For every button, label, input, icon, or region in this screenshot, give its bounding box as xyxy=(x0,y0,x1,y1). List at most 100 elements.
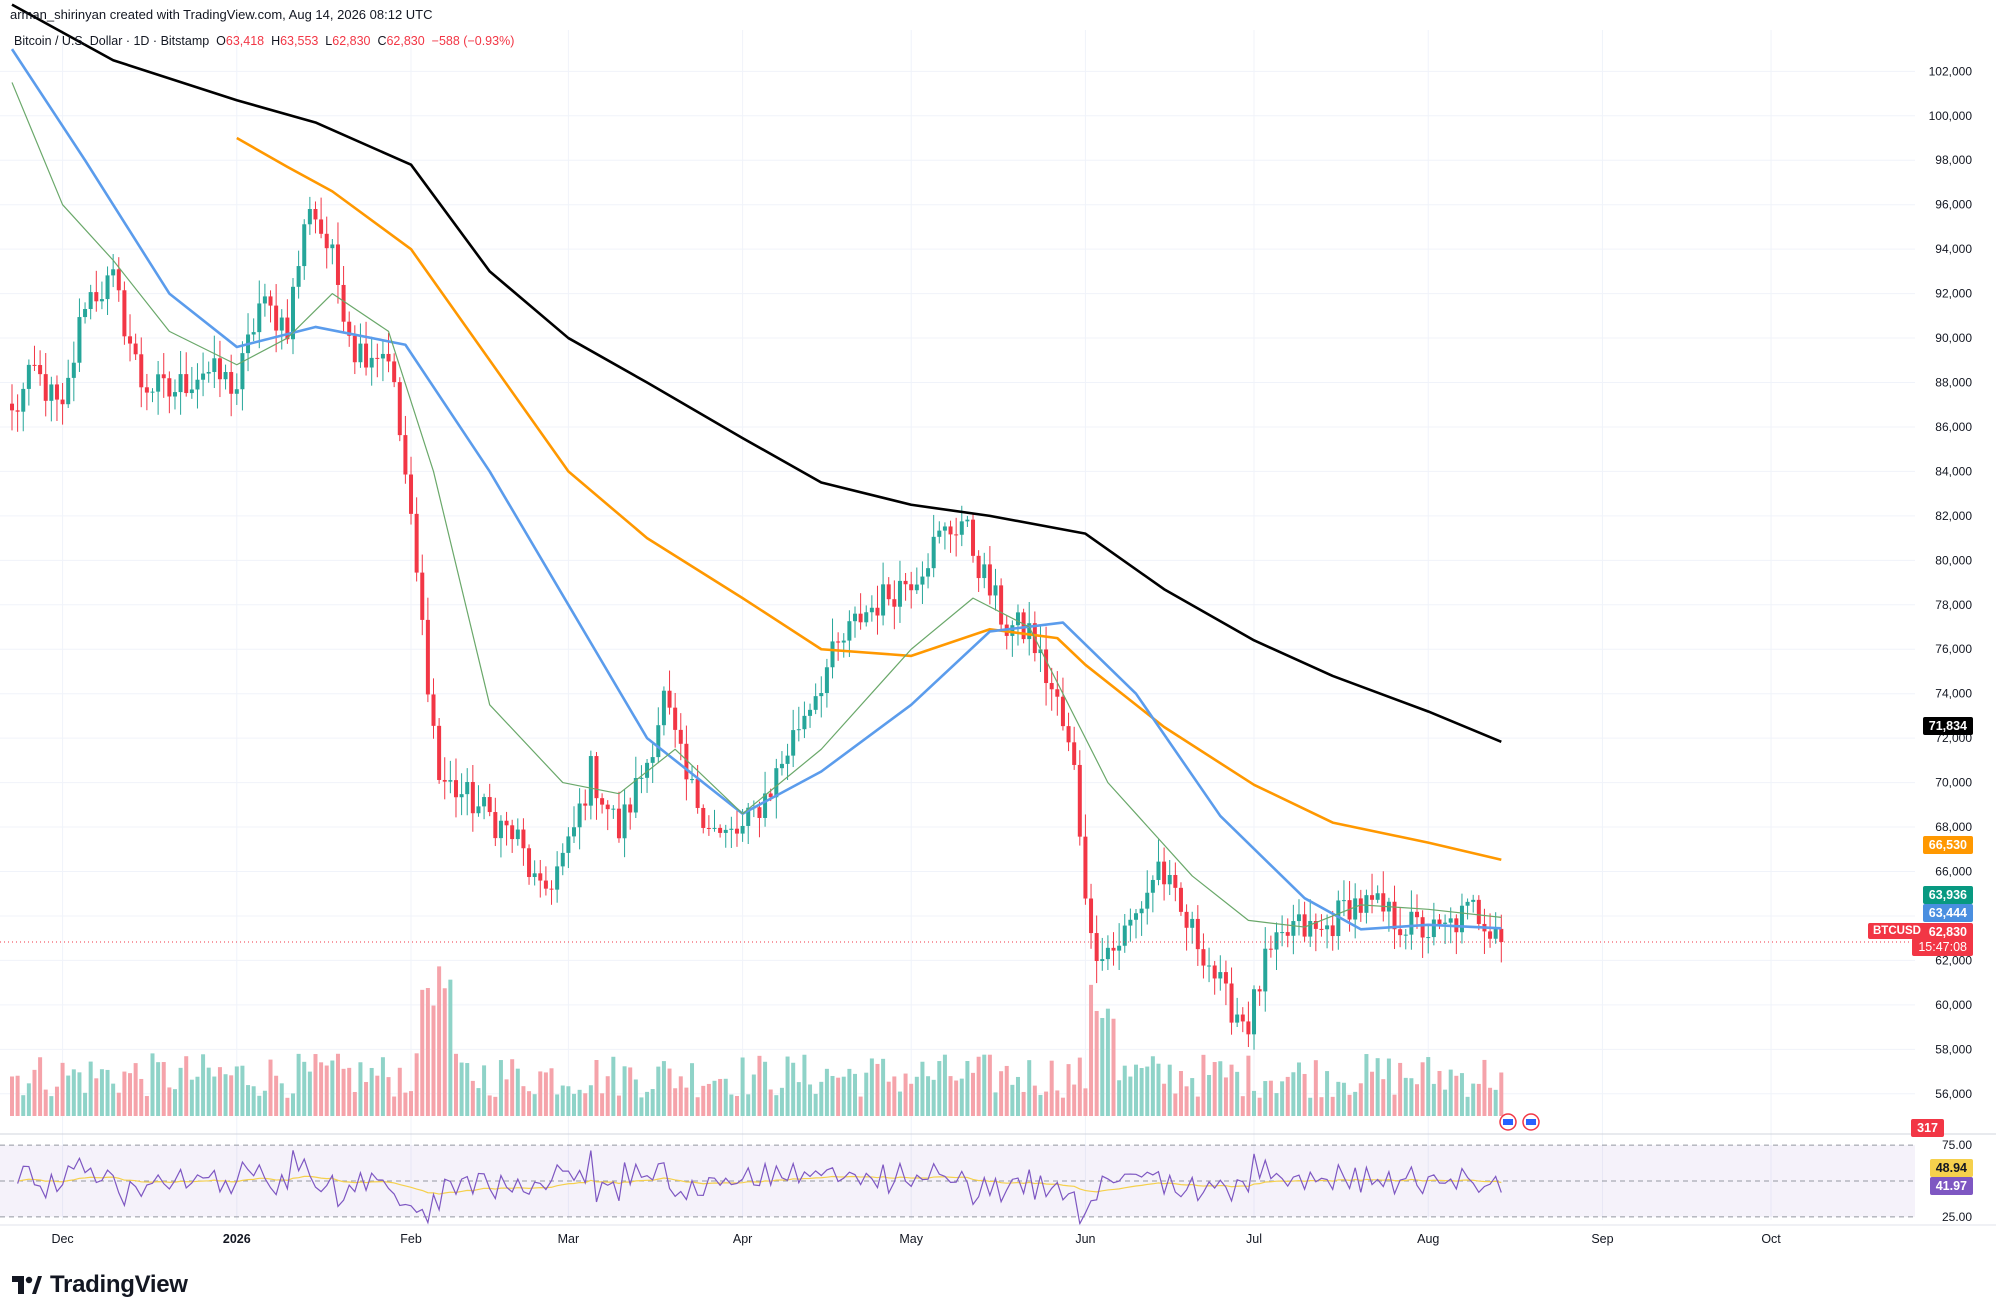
candle-body xyxy=(1117,945,1122,951)
candle-body xyxy=(1302,914,1307,937)
volume-bar xyxy=(358,1062,363,1116)
volume-bar xyxy=(712,1080,717,1116)
volume-bar xyxy=(414,1053,419,1116)
candle-body xyxy=(892,599,897,607)
candle-body xyxy=(1246,1021,1251,1035)
volume-bar xyxy=(954,1080,959,1116)
time-tick-label: Sep xyxy=(1591,1232,1613,1246)
candle-body xyxy=(442,779,447,782)
volume-bar xyxy=(1150,1056,1155,1116)
candle-body xyxy=(993,585,998,596)
volume-bar xyxy=(1027,1060,1032,1116)
volume-bar xyxy=(1448,1069,1453,1116)
candle-body xyxy=(1415,911,1419,918)
candle-body xyxy=(914,584,919,591)
volume-bar xyxy=(577,1089,582,1116)
candle-body xyxy=(1308,920,1313,937)
volume-bar xyxy=(425,987,430,1116)
candle-body xyxy=(1015,612,1020,626)
volume-bar xyxy=(588,1085,593,1116)
volume-bar xyxy=(650,1089,655,1116)
volume-bar xyxy=(105,1069,110,1116)
close-label: C xyxy=(377,34,387,48)
ma-black-price-tag: 71,834 xyxy=(1922,717,1973,735)
candle-body xyxy=(184,374,189,394)
volume-bar xyxy=(172,1089,177,1116)
candle-body xyxy=(392,361,397,383)
candle-body xyxy=(869,607,874,613)
countdown-tag: 15:47:08 xyxy=(1912,938,1973,956)
volume-bar xyxy=(1015,1076,1020,1116)
candle-body xyxy=(791,730,796,756)
volume-bar xyxy=(234,1066,239,1116)
volume-bar xyxy=(302,1061,307,1116)
volume-bar xyxy=(1223,1077,1228,1116)
volume-bar xyxy=(1499,1072,1504,1116)
candle-body xyxy=(729,828,734,830)
candle-body xyxy=(566,836,571,853)
volume-bar xyxy=(605,1076,610,1116)
candle-body xyxy=(1459,905,1464,933)
volume-bar xyxy=(133,1063,138,1116)
candle-body xyxy=(1364,895,1369,913)
candle-body xyxy=(223,372,228,380)
candle-body xyxy=(425,619,430,695)
volume-bar xyxy=(1235,1071,1240,1116)
volume-bar xyxy=(999,1071,1004,1116)
volume-bar xyxy=(1207,1074,1212,1116)
volume-bar xyxy=(1403,1077,1408,1116)
volume-bar xyxy=(1139,1068,1144,1116)
volume-bar xyxy=(1381,1079,1386,1116)
volume-bar xyxy=(347,1067,352,1116)
volume-bar xyxy=(1476,1083,1481,1116)
candle-body xyxy=(285,317,290,340)
candle-body xyxy=(841,640,846,643)
volume-bar xyxy=(1308,1097,1313,1116)
price-tick-label: 62,000 xyxy=(1935,953,1972,967)
volume-bar xyxy=(1145,1066,1150,1116)
volume-bar xyxy=(1493,1089,1498,1116)
volume-bar xyxy=(279,1083,284,1116)
candle-body xyxy=(808,709,813,716)
tradingview-logo[interactable]: TradingView xyxy=(12,1271,188,1299)
volume-bar xyxy=(54,1086,59,1116)
candle-body xyxy=(26,364,31,389)
candle-body xyxy=(926,568,931,577)
time-tick-label: Aug xyxy=(1417,1232,1439,1246)
volume-bar xyxy=(824,1068,829,1116)
candle-body xyxy=(1358,898,1363,913)
candle-body xyxy=(1111,947,1116,951)
volume-bar xyxy=(38,1057,43,1116)
volume-bar xyxy=(1353,1091,1358,1116)
volume-bar xyxy=(375,1075,380,1116)
symbol-title[interactable]: Bitcoin / U.S. Dollar · 1D · Bitstamp xyxy=(14,34,210,48)
candle-body xyxy=(1420,917,1425,938)
volume-bar xyxy=(167,1087,172,1116)
volume-bar xyxy=(251,1086,256,1116)
candle-body xyxy=(847,621,852,641)
candle-body xyxy=(144,387,149,393)
candle-body xyxy=(77,317,82,363)
candle-body xyxy=(156,374,161,392)
volume-bar xyxy=(583,1093,588,1116)
volume-bar xyxy=(639,1097,644,1116)
volume-bar xyxy=(948,1076,953,1116)
volume-bar xyxy=(892,1076,897,1116)
candle-body xyxy=(1223,972,1228,984)
volume-bar xyxy=(616,1095,621,1116)
volume-bar xyxy=(1089,984,1094,1116)
candle-body xyxy=(959,521,964,535)
volume-bar xyxy=(60,1062,65,1116)
candle-body xyxy=(931,536,936,569)
volume-bar xyxy=(751,1074,756,1116)
candle-body xyxy=(403,435,408,475)
volume-bar xyxy=(296,1053,301,1116)
volume-bar xyxy=(959,1078,964,1116)
candle-body xyxy=(1296,914,1301,922)
volume-bar xyxy=(600,1093,605,1116)
volume-bar xyxy=(1184,1086,1189,1116)
volume-bar xyxy=(656,1066,661,1116)
candle-body xyxy=(1094,933,1099,961)
flag-icon xyxy=(1503,1119,1513,1125)
